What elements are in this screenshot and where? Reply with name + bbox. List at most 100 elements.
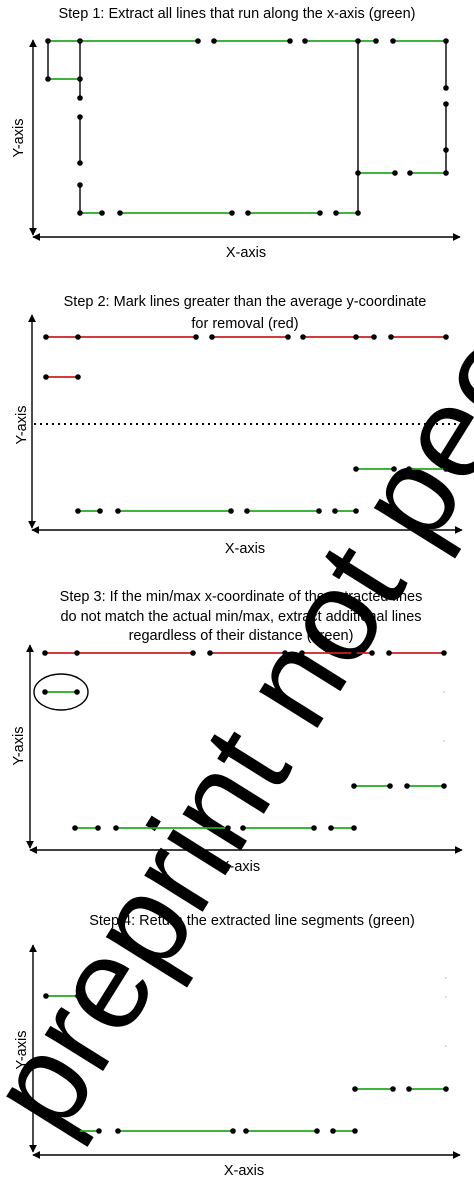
y-axis-label: Y-axis: [14, 1031, 30, 1070]
panel-step2: Step 2: Mark lines greater than the aver…: [14, 294, 468, 557]
endpoint-dot: [43, 993, 49, 999]
endpoint-dot: [75, 993, 81, 999]
endpoint-dot: [443, 1086, 449, 1092]
endpoint-dot: [387, 783, 393, 789]
faint-mark: [443, 740, 445, 742]
endpoint-dot: [211, 38, 217, 44]
endpoint-dot: [443, 170, 449, 176]
endpoint-dot: [195, 38, 201, 44]
y-axis-label: Y-axis: [11, 119, 27, 158]
endpoint-dot: [72, 825, 78, 831]
endpoint-dot: [42, 689, 48, 695]
watermark-text: preprint not peer reviewed: [0, 0, 474, 1155]
endpoint-dot: [388, 334, 394, 340]
endpoint-dot: [353, 334, 359, 340]
endpoint-dot: [311, 825, 317, 831]
panel-title-line: Step 4: Return the extracted line segmen…: [89, 913, 415, 929]
endpoint-dot: [228, 508, 234, 514]
endpoint-dot: [328, 825, 334, 831]
endpoint-dot: [351, 650, 357, 656]
endpoint-dot: [42, 650, 48, 656]
endpoint-dot: [299, 650, 305, 656]
endpoint-dot: [43, 374, 49, 380]
endpoint-dot: [300, 334, 306, 340]
highlight-ellipse: [33, 673, 89, 711]
y-axis-label: Y-axis: [11, 727, 27, 766]
panel-step3: Step 3: If the min/max x-coordinate of t…: [11, 589, 463, 875]
endpoint-dot: [373, 38, 379, 44]
endpoint-dot: [351, 825, 357, 831]
endpoint-dot: [97, 508, 103, 514]
watermark: preprint not peer reviewed: [0, 0, 474, 1155]
endpoint-dot: [333, 210, 339, 216]
endpoint-dot: [230, 1128, 236, 1134]
endpoint-dot: [117, 210, 123, 216]
endpoint-dot: [96, 1128, 102, 1134]
endpoint-dot: [355, 38, 361, 44]
endpoint-dot: [352, 1086, 358, 1092]
endpoint-dot: [240, 825, 246, 831]
endpoint-dot: [353, 466, 359, 472]
endpoint-dot: [45, 38, 51, 44]
endpoint-dot: [355, 210, 361, 216]
endpoint-dot: [317, 210, 323, 216]
endpoint-dot: [77, 95, 83, 101]
endpoint-dot: [443, 334, 449, 340]
endpoint-dot: [443, 466, 449, 472]
x-axis-label: X-axis: [225, 541, 265, 557]
panels: Step 1: Extract all lines that run along…: [11, 6, 468, 1179]
x-axis-label: X-axis: [220, 859, 260, 875]
endpoint-dot: [330, 1128, 336, 1134]
panel-title-line: for removal (red): [191, 316, 298, 332]
panel-title-line: do not match the actual min/max, extract…: [60, 609, 421, 625]
endpoint-dot: [314, 1128, 320, 1134]
endpoint-dot: [75, 334, 81, 340]
endpoint-dot: [74, 689, 80, 695]
endpoint-dot: [371, 334, 377, 340]
endpoint-dot: [443, 147, 449, 153]
endpoint-dot: [351, 783, 357, 789]
endpoint-dot: [282, 650, 288, 656]
panel-title-line: Step 3: If the min/max x-coordinate of t…: [60, 589, 423, 605]
endpoint-dot: [353, 508, 359, 514]
endpoint-dot: [77, 114, 83, 120]
faint-mark: [445, 1045, 447, 1047]
endpoint-dot: [190, 650, 196, 656]
endpoint-dot: [77, 182, 83, 188]
endpoint-dot: [392, 170, 398, 176]
endpoint-dot: [391, 466, 397, 472]
endpoint-dot: [441, 650, 447, 656]
endpoint-dot: [406, 1086, 412, 1092]
endpoint-dot: [369, 650, 375, 656]
endpoint-dot: [332, 508, 338, 514]
endpoint-dot: [245, 210, 251, 216]
endpoint-dot: [75, 374, 81, 380]
faint-mark: [443, 691, 445, 693]
endpoint-dot: [386, 650, 392, 656]
endpoint-dot: [225, 825, 231, 831]
endpoint-dot: [244, 508, 250, 514]
endpoint-dot: [113, 825, 119, 831]
endpoint-dot: [443, 101, 449, 107]
endpoint-dot: [74, 650, 80, 656]
endpoint-dot: [115, 508, 121, 514]
x-axis-label: X-axis: [226, 245, 266, 261]
endpoint-dot: [302, 38, 308, 44]
endpoint-dot: [209, 334, 215, 340]
endpoint-dot: [352, 1128, 358, 1134]
panel-step4: Step 4: Return the extracted line segmen…: [14, 913, 461, 1179]
y-axis-label: Y-axis: [14, 406, 30, 445]
endpoint-dot: [390, 38, 396, 44]
endpoint-dot: [443, 38, 449, 44]
endpoint-dot: [99, 210, 105, 216]
panel-step1: Step 1: Extract all lines that run along…: [11, 6, 461, 261]
endpoint-dot: [404, 783, 410, 789]
endpoint-dot: [441, 783, 447, 789]
endpoint-dot: [229, 210, 235, 216]
panel-title-line: Step 2: Mark lines greater than the aver…: [64, 294, 427, 310]
endpoint-dot: [390, 1086, 396, 1092]
faint-mark: [445, 996, 447, 998]
endpoint-dot: [77, 76, 83, 82]
endpoint-dot: [77, 210, 83, 216]
